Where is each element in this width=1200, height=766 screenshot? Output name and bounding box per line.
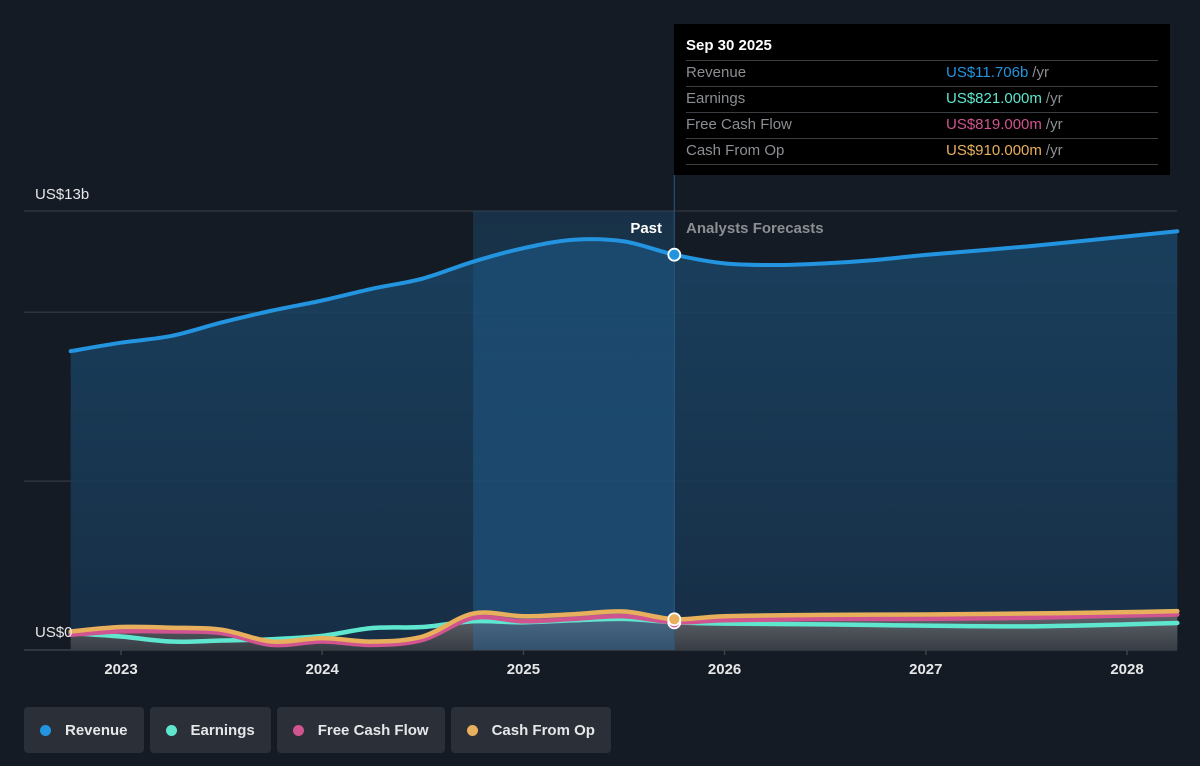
legend-label: Revenue	[65, 721, 128, 739]
legend-label: Cash From Op	[491, 721, 595, 739]
tooltip-row-name: Revenue	[686, 64, 747, 81]
tooltip-row-name: Free Cash Flow	[686, 116, 792, 133]
tooltip-row-unit: /yr	[1045, 142, 1063, 159]
legend-dot-icon	[292, 724, 304, 736]
forecast-label: Analysts Forecasts	[686, 220, 824, 237]
legend-label: Earnings	[190, 721, 255, 739]
past-highlight-region	[473, 211, 675, 650]
x-tick-label: 2026	[708, 661, 741, 678]
legend-dot-icon	[40, 724, 51, 736]
tooltip-row-name: Earnings	[686, 90, 746, 107]
y-axis-top-label: US$13b	[35, 186, 89, 203]
tooltip-row-earnings: Earnings US$821.000m /yr	[686, 87, 1158, 113]
legend-dot-icon	[165, 724, 177, 736]
series-line-cash-from-op	[68, 608, 1180, 645]
tooltip-row-unit: /yr	[1045, 116, 1063, 133]
tooltip-row-cash-from-op: Cash From Op US$910.000m /yr	[686, 139, 1158, 165]
tooltip-row-value: US$910.000m	[946, 142, 1042, 159]
legend-item-revenue[interactable]: Revenue	[24, 707, 144, 753]
legend-label: Free Cash Flow	[317, 721, 429, 739]
tooltip-row-unit: /yr	[1032, 64, 1049, 81]
legend-dot-icon	[466, 724, 478, 736]
data-point-marker-revenue	[667, 247, 682, 262]
series-line-revenue	[68, 229, 1180, 354]
x-tick-label: 2024	[306, 661, 340, 678]
x-tick-label: 2025	[507, 661, 540, 678]
tooltip-row-unit: /yr	[1045, 90, 1063, 107]
tooltip-row-free-cash-flow: Free Cash Flow US$819.000m /yr	[686, 113, 1158, 139]
data-point-marker-cash-from-op	[667, 612, 682, 627]
chart: 2023 2024 2025 2026 2027 2028 US$13b US$0 Pas…	[24, 175, 1180, 678]
legend: Revenue Earnings Free Cash Flow Cash Fro…	[24, 707, 611, 753]
tooltip-row-value: US$11.706b	[946, 64, 1029, 81]
x-tick-label: 2028	[1110, 661, 1143, 678]
x-tick-label: 2023	[104, 661, 137, 678]
legend-item-cash-from-op[interactable]: Cash From Op	[450, 707, 611, 753]
tooltip-row-value: US$819.000m	[946, 116, 1042, 133]
legend-item-earnings[interactable]: Earnings	[149, 707, 271, 753]
tooltip-date: Sep 30 2025	[686, 36, 1158, 61]
tooltip-row-name: Cash From Op	[686, 142, 785, 159]
tooltip-row-value: US$821.000m	[946, 90, 1042, 107]
tooltip-row-revenue: Revenue US$11.706b /yr	[686, 61, 1158, 87]
x-tick-label: 2027	[909, 661, 942, 678]
tooltip: Sep 30 2025 Revenue US$11.706b /yr Earni…	[674, 24, 1170, 175]
legend-item-free-cash-flow[interactable]: Free Cash Flow	[276, 707, 445, 753]
past-label: Past	[630, 220, 662, 237]
y-axis-bottom-label: US$0	[35, 624, 73, 641]
series-line-free-cash-flow	[68, 612, 1180, 648]
